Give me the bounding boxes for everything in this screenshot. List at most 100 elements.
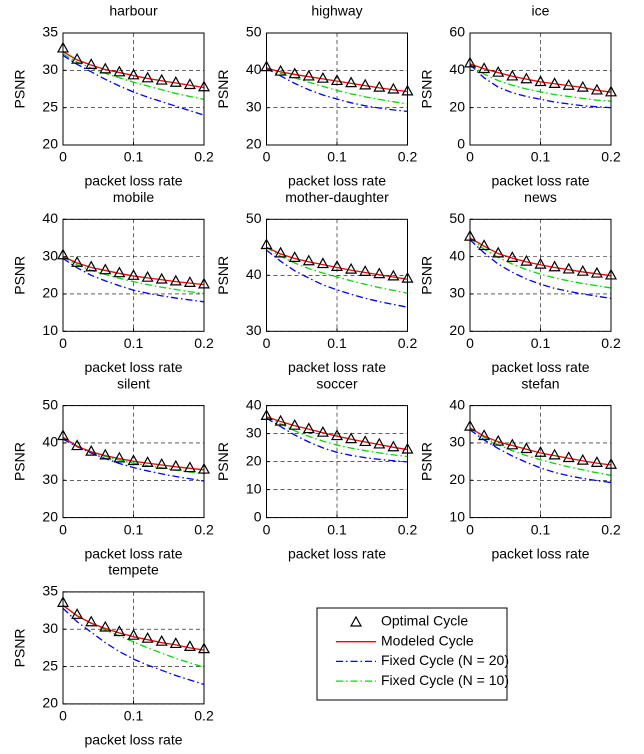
y-tick-label: 0: [457, 136, 465, 152]
y-tick-label: 25: [42, 98, 58, 114]
marker: [169, 274, 182, 286]
x-tick-label: 0.2: [194, 149, 214, 165]
y-tick-label: 30: [449, 434, 465, 450]
y-tick-label: 30: [42, 620, 58, 636]
marker: [534, 446, 547, 457]
marker: [590, 456, 603, 467]
series-line: Fixed Cycle (N = 10): [62, 256, 205, 295]
marker: [155, 73, 168, 85]
marker: [359, 78, 372, 90]
series-line: Modeled Cycle: [469, 237, 612, 277]
y-axis-label: PSNR: [215, 70, 231, 109]
marker: [345, 432, 358, 444]
marker: [316, 257, 329, 269]
chart-title: news: [524, 189, 557, 205]
series-line: Fixed Cycle (N = 20): [469, 64, 612, 109]
series-line: Fixed Cycle (N = 10): [469, 427, 612, 477]
x-tick-label: 0: [263, 149, 271, 165]
series-markers: Optimal Cycle: [260, 409, 414, 454]
marker: [520, 442, 533, 454]
marker: [183, 461, 196, 473]
plot-frame: [266, 218, 408, 332]
series-line: Fixed Cycle (N = 10): [266, 416, 408, 458]
x-axis-label: packet loss rate: [84, 359, 182, 375]
legend-marker: [349, 615, 363, 627]
series-line: Modeled Cycle: [469, 427, 612, 466]
plot-frame: [62, 405, 205, 519]
x-axis-label: packet loss rate: [288, 359, 386, 375]
series-line: Fixed Cycle (N = 20): [469, 239, 612, 300]
chart-title: mobile: [113, 189, 154, 205]
marker: [288, 67, 301, 79]
y-tick-label: 20: [42, 285, 58, 301]
marker: [506, 251, 519, 262]
y-tick-label: 35: [42, 583, 58, 599]
y-tick-label: 50: [449, 210, 465, 226]
marker: [85, 444, 98, 456]
y-tick-label: 30: [246, 98, 262, 114]
marker: [330, 74, 344, 86]
y-tick-label: 20: [246, 452, 262, 468]
marker: [478, 429, 491, 441]
y-axis-label: PSNR: [419, 70, 435, 109]
legend-box: [316, 607, 508, 701]
plot-frame: [62, 218, 205, 332]
marker: [478, 62, 491, 74]
marker: [590, 266, 603, 278]
x-tick-label: 0: [263, 335, 271, 351]
y-tick-label: 40: [449, 396, 465, 412]
plot-frame: [469, 218, 612, 332]
marker: [387, 82, 400, 94]
y-tick-label: 20: [449, 322, 465, 338]
marker: [155, 457, 168, 469]
y-tick-label: 20: [42, 508, 58, 524]
series-line: Fixed Cycle (N = 20): [62, 257, 205, 303]
y-tick-label: 60: [449, 24, 465, 40]
marker: [141, 270, 154, 282]
marker: [274, 246, 287, 258]
marker: [141, 456, 154, 467]
x-axis-label: packet loss rate: [288, 173, 386, 189]
y-axis-label: PSNR: [419, 442, 435, 481]
marker: [302, 422, 315, 434]
x-tick-label: 0: [59, 708, 67, 724]
marker: [183, 78, 196, 90]
x-axis-label: packet loss rate: [84, 732, 182, 748]
marker: [99, 62, 112, 74]
marker: [85, 615, 98, 627]
series-markers: Optimal Cycle: [260, 60, 414, 96]
marker: [345, 76, 358, 88]
marker: [113, 65, 126, 77]
x-tick-label: 0.2: [194, 335, 214, 351]
series-line: Modeled Cycle: [266, 67, 408, 93]
y-tick-label: 30: [42, 61, 58, 77]
series-line: Fixed Cycle (N = 20): [266, 249, 408, 308]
marker: [99, 448, 112, 460]
marker: [316, 425, 329, 437]
x-tick-label: 0.2: [398, 521, 418, 537]
marker: [576, 264, 589, 276]
y-tick-label: 40: [42, 210, 58, 226]
marker: [127, 628, 140, 640]
chart-title: mother-daughter: [285, 189, 389, 205]
y-tick-label: 10: [42, 322, 58, 338]
marker: [492, 65, 505, 77]
x-tick-label: 0: [59, 521, 67, 537]
x-axis-label: packet loss rate: [491, 173, 589, 189]
y-tick-label: 0: [254, 508, 262, 524]
series-markers: [56, 41, 211, 92]
marker: [155, 634, 168, 646]
marker: [520, 254, 533, 266]
y-tick-label: 20: [449, 471, 465, 487]
y-tick-label: 30: [246, 322, 262, 338]
marker: [359, 435, 372, 447]
x-axis-label: packet loss rate: [84, 173, 182, 189]
x-axis-label: packet loss rate: [84, 545, 182, 561]
chart-title: tempete: [108, 562, 159, 578]
x-tick-label: 0.2: [194, 708, 214, 724]
chart-title: ice: [532, 3, 550, 19]
marker: [548, 260, 561, 272]
y-tick-label: 10: [449, 508, 465, 524]
series-line: [62, 53, 205, 101]
y-tick-label: 50: [42, 396, 58, 412]
